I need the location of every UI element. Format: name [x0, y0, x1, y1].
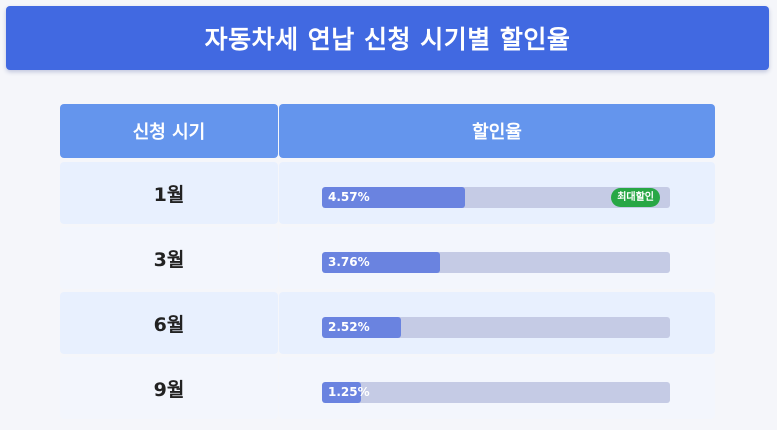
- page-title: 자동차세 연납 신청 시기별 할인율: [204, 25, 571, 54]
- rate-label: 1.25%: [328, 384, 370, 399]
- rate-label: 4.57%: [328, 189, 370, 204]
- rate-label: 3.76%: [328, 254, 370, 269]
- rate-label: 2.52%: [328, 319, 370, 334]
- period-cell: 1월: [60, 162, 278, 224]
- rate-bar-track: 2.52%: [322, 316, 670, 338]
- rate-bar-fill: [322, 381, 362, 403]
- page-header: 자동차세 연납 신청 시기별 할인율: [6, 6, 769, 70]
- rate-cell: 3.76%: [279, 227, 715, 289]
- rate-bar-track: 3.76%: [322, 251, 670, 273]
- table-row: 9월 1.25%: [60, 357, 715, 419]
- rate-bar-track: 1.25%: [322, 381, 670, 403]
- rate-cell: 1.25%: [279, 357, 715, 419]
- rate-cell: 4.57% 최대할인: [279, 162, 715, 224]
- table-header: 신청 시기 할인율: [60, 104, 715, 158]
- rate-bar-fill: [322, 316, 401, 338]
- table-row: 1월 4.57% 최대할인: [60, 162, 715, 224]
- period-cell: 6월: [60, 292, 278, 354]
- table-row: 6월 2.52%: [60, 292, 715, 354]
- discount-table: 신청 시기 할인율 1월 4.57% 최대할인 3월 3.76% 6월 2.52…: [60, 104, 715, 422]
- table-row: 3월 3.76%: [60, 227, 715, 289]
- rate-bar-track: 4.57% 최대할인: [322, 186, 670, 208]
- rate-cell: 2.52%: [279, 292, 715, 354]
- column-header-rate: 할인율: [279, 104, 715, 158]
- period-cell: 3월: [60, 227, 278, 289]
- rate-bar-fill: [322, 251, 440, 273]
- max-discount-badge: 최대할인: [611, 187, 660, 207]
- column-header-period: 신청 시기: [60, 104, 278, 158]
- rate-bar-fill: [322, 186, 466, 208]
- period-cell: 9월: [60, 357, 278, 419]
